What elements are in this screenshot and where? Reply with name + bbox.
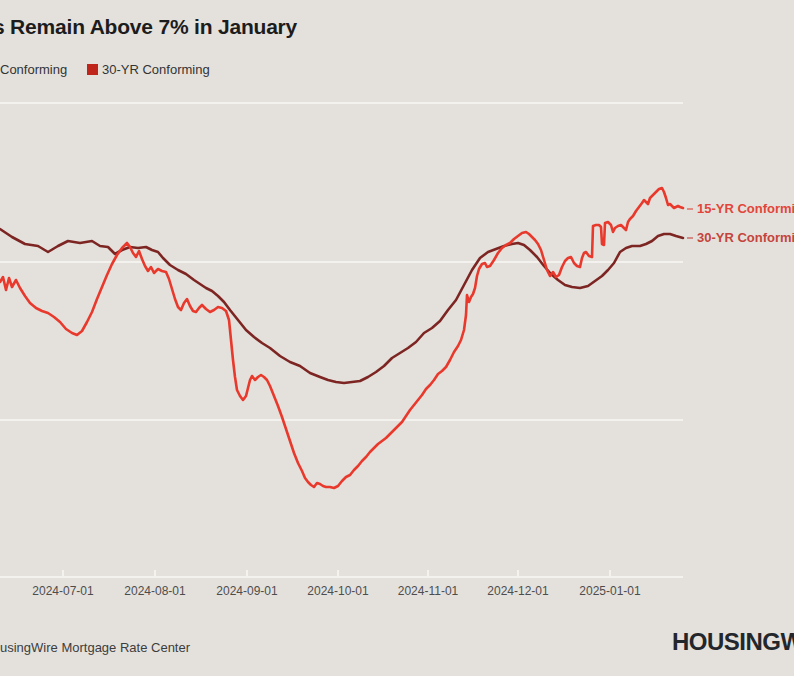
source-attribution: usingWire Mortgage Rate Center xyxy=(0,640,190,655)
housingwire-logo: HOUSINGW xyxy=(672,628,794,656)
x-axis-label: 2024-12-01 xyxy=(487,584,548,598)
x-axis-label: 2024-10-01 xyxy=(307,584,368,598)
x-axis-label: 2024-08-01 xyxy=(124,584,185,598)
line-chart xyxy=(0,0,794,676)
x-axis-label: 2025-01-01 xyxy=(579,584,640,598)
series-end-label-15yr: 15-YR Conforming xyxy=(697,201,794,216)
x-axis-label: 2024-07-01 xyxy=(32,584,93,598)
x-axis-label: 2024-09-01 xyxy=(216,584,277,598)
x-axis-label: 2024-11-01 xyxy=(398,584,459,598)
series-end-label-30yr: 30-YR Conforming xyxy=(697,230,794,245)
series-label-dash-15yr xyxy=(687,208,693,210)
series-line-15-yr-conforming xyxy=(0,188,683,488)
series-label-dash-30yr xyxy=(687,237,693,239)
chart-canvas: s Remain Above 7% in January Conforming … xyxy=(0,0,794,676)
series-line-30-yr-conforming xyxy=(0,229,683,383)
